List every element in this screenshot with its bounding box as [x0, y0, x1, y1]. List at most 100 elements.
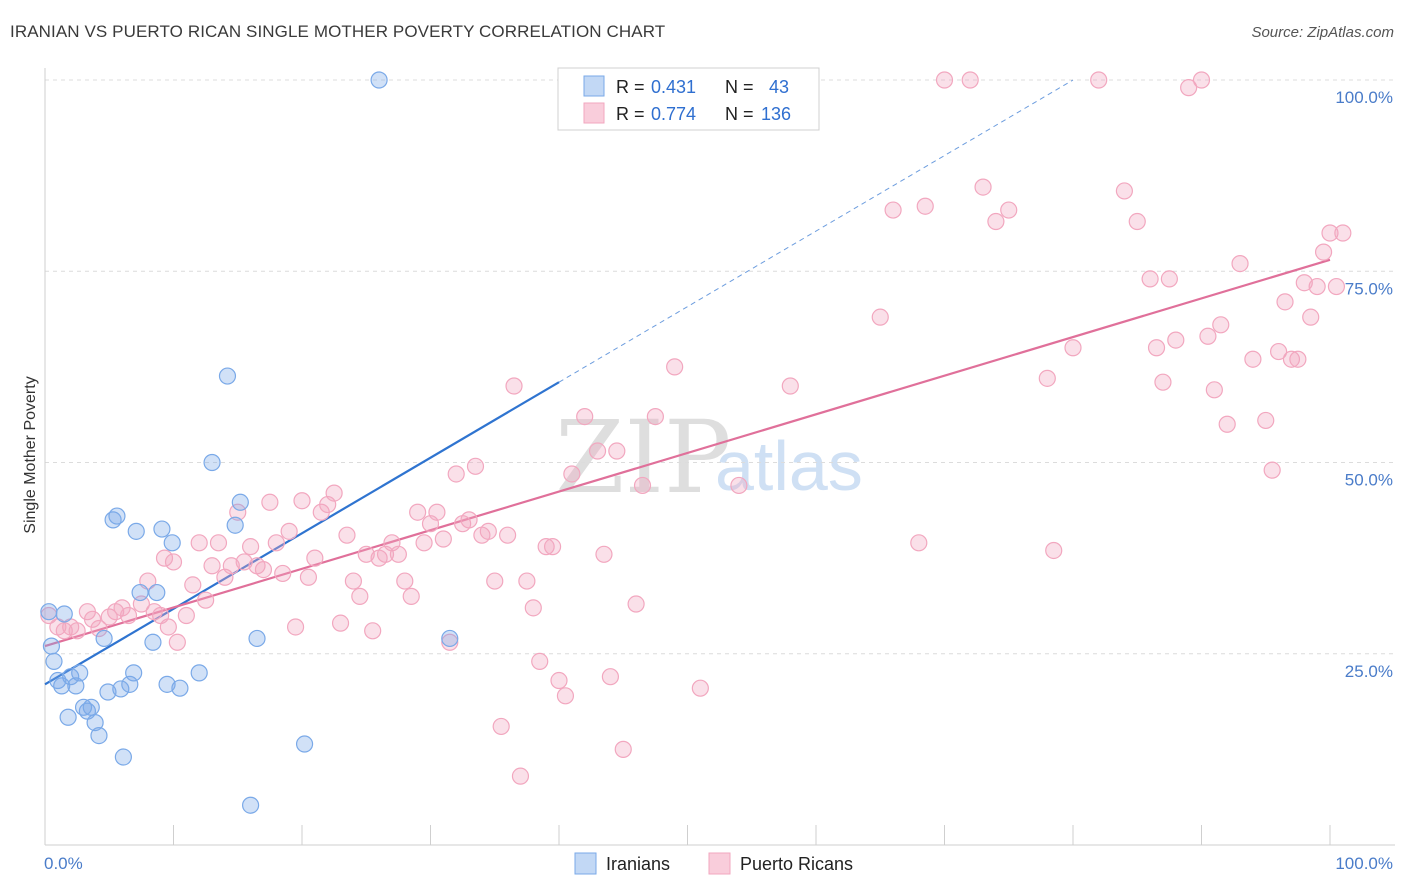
watermark-atlas: atlas [715, 427, 863, 505]
point-puerto-ricans [505, 377, 523, 395]
point-puerto-ricans [409, 503, 427, 521]
point-puerto-ricans [1180, 79, 1198, 97]
bottom-legend-puerto-ricans: Puerto Ricans [740, 854, 853, 874]
point-puerto-ricans [83, 610, 102, 628]
point-puerto-ricans [1263, 461, 1281, 479]
point-iranians [231, 493, 249, 511]
point-puerto-ricans [884, 201, 902, 219]
point-iranians [99, 683, 117, 701]
point-puerto-ricans [781, 377, 799, 395]
point-puerto-ricans [1038, 369, 1056, 387]
legend-r-label-2: R = [616, 104, 645, 124]
legend: R = 0.431 N = 43 R = 0.774 N = 136 [557, 67, 820, 131]
point-puerto-ricans [184, 576, 202, 594]
point-puerto-ricans [633, 476, 652, 495]
point-puerto-ricans [1141, 270, 1159, 288]
point-puerto-ricans [222, 557, 240, 575]
point-puerto-ricans [235, 553, 253, 571]
point-puerto-ricans [460, 511, 478, 529]
point-puerto-ricans [1314, 243, 1333, 261]
point-iranians [127, 522, 145, 540]
point-iranians [95, 629, 113, 648]
point-puerto-ricans [164, 553, 183, 571]
point-puerto-ricans [871, 308, 889, 326]
bottom-legend-swatch-puerto-ricans [708, 852, 731, 875]
point-puerto-ricans [338, 526, 356, 544]
point-puerto-ricans [974, 178, 992, 196]
point-puerto-ricans [1128, 212, 1146, 231]
point-puerto-ricans [1269, 342, 1288, 361]
point-puerto-ricans [1045, 541, 1063, 560]
y-tick-label: 75.0% [1345, 279, 1393, 298]
point-puerto-ricans [916, 197, 934, 215]
point-puerto-ricans [543, 538, 562, 556]
point-puerto-ricans [190, 534, 208, 552]
source-label: Source: ZipAtlas.com [1251, 24, 1394, 41]
point-puerto-ricans [203, 557, 221, 575]
point-iranians [67, 677, 85, 695]
point-puerto-ricans [267, 534, 285, 552]
point-puerto-ricans [1308, 277, 1326, 296]
point-puerto-ricans [1115, 182, 1134, 200]
point-iranians [90, 727, 108, 745]
y-tick-label: 25.0% [1345, 662, 1393, 681]
point-puerto-ricans [1295, 274, 1313, 292]
point-puerto-ricans [910, 534, 928, 552]
point-puerto-ricans [209, 534, 228, 552]
y-axis-label: Single Mother Poverty [22, 376, 39, 533]
point-puerto-ricans [90, 619, 108, 638]
point-puerto-ricans [563, 465, 581, 483]
trend-line-iranians [44, 381, 560, 686]
point-puerto-ricans [428, 503, 446, 521]
point-puerto-ricans [286, 618, 305, 636]
point-iranians [59, 708, 77, 726]
point-puerto-ricans [646, 408, 664, 426]
point-iranians [114, 748, 132, 766]
point-puerto-ricans [197, 591, 215, 609]
point-iranians [158, 675, 176, 693]
chart-title: IRANIAN VS PUERTO RICAN SINGLE MOTHER PO… [10, 22, 666, 41]
point-puerto-ricans [351, 587, 369, 605]
point-puerto-ricans [524, 599, 542, 617]
point-iranians [153, 520, 171, 538]
data-points [40, 71, 1352, 814]
point-iranians [163, 534, 181, 552]
point-puerto-ricans [627, 595, 645, 613]
point-puerto-ricans [396, 572, 414, 590]
point-puerto-ricans [1090, 71, 1108, 89]
point-puerto-ricans [1160, 270, 1178, 288]
bottom-legend-swatch-iranians [574, 852, 597, 875]
point-iranians [125, 664, 143, 682]
point-iranians [203, 453, 221, 472]
point-iranians [42, 637, 61, 655]
point-iranians [86, 713, 104, 732]
point-puerto-ricans [357, 545, 375, 563]
legend-r-label-1: R = [616, 77, 645, 97]
point-puerto-ricans [168, 633, 186, 651]
point-puerto-ricans [486, 572, 504, 590]
point-puerto-ricans [447, 465, 465, 483]
point-puerto-ricans [479, 522, 497, 540]
point-puerto-ricans [466, 457, 485, 475]
point-puerto-ricans [961, 71, 979, 89]
point-puerto-ricans [691, 679, 709, 697]
point-puerto-ricans [389, 545, 407, 563]
bottom-legend: Iranians Puerto Ricans [574, 852, 853, 875]
point-puerto-ricans [1289, 350, 1307, 368]
point-iranians [144, 633, 162, 651]
point-puerto-ricans [68, 622, 86, 640]
point-puerto-ricans [155, 549, 174, 567]
x-tick-label: 0.0% [44, 854, 83, 873]
point-puerto-ricans [1212, 316, 1230, 334]
point-puerto-ricans [601, 668, 620, 686]
legend-r-value-1: 0.431 [651, 77, 696, 97]
point-puerto-ricans [730, 476, 748, 495]
point-puerto-ricans [1302, 308, 1320, 326]
point-puerto-ricans [608, 442, 626, 460]
point-iranians [441, 629, 459, 648]
point-iranians [71, 664, 89, 682]
point-puerto-ricans [331, 614, 350, 632]
point-puerto-ricans [556, 687, 575, 705]
point-iranians [370, 71, 388, 89]
point-iranians [190, 664, 208, 682]
